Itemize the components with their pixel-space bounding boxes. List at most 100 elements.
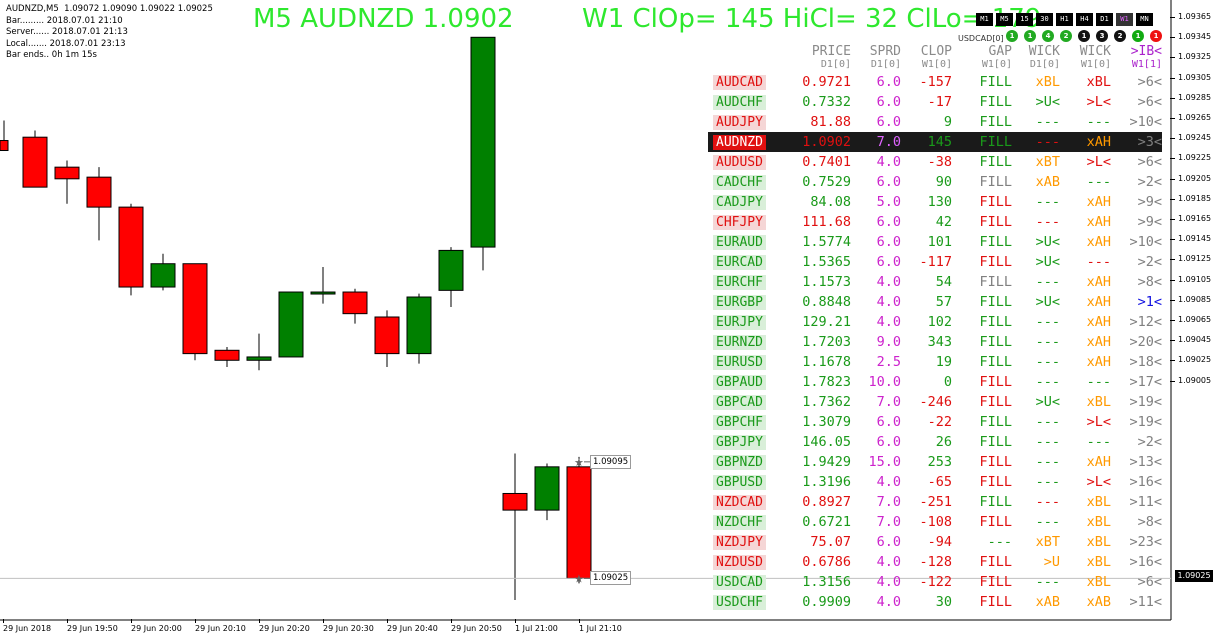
timeframe-button-m1[interactable]: M1 bbox=[976, 13, 993, 26]
symbol-label[interactable]: AUDCAD bbox=[713, 75, 766, 90]
gap-cell: FILL bbox=[979, 494, 1012, 510]
wick-w1-cell: xBL bbox=[1086, 74, 1111, 90]
price-axis-label: 1.09325 bbox=[1178, 52, 1212, 62]
symbol-label[interactable]: GBPJPY bbox=[713, 435, 766, 450]
table-row[interactable]: CHFJPY 111.68 6.0 42 FILL --- xAH >9< bbox=[708, 212, 1162, 232]
timeframe-button-15[interactable]: 15 bbox=[1016, 13, 1033, 26]
symbol-label[interactable]: CADCHF bbox=[713, 175, 766, 190]
timeframe-button-d1[interactable]: D1 bbox=[1096, 13, 1113, 26]
gap-cell: FILL bbox=[979, 554, 1012, 570]
table-row[interactable]: USDCAD 1.3156 4.0 -122 FILL --- xBL >6< bbox=[708, 572, 1162, 592]
wick-w1-cell: xAH bbox=[1086, 314, 1111, 330]
table-row[interactable]: GBPUSD 1.3196 4.0 -65 FILL --- >L< >16< bbox=[708, 472, 1162, 492]
candle-body bbox=[0, 140, 9, 152]
spread-cell: 4.0 bbox=[876, 294, 901, 310]
symbol-label[interactable]: CADJPY bbox=[713, 195, 766, 210]
timeframe-button-h4[interactable]: H4 bbox=[1076, 13, 1093, 26]
symbol-label[interactable]: USDCHF bbox=[713, 595, 766, 610]
symbol-label[interactable]: NZDCAD bbox=[713, 495, 766, 510]
table-row[interactable]: NZDCAD 0.8927 7.0 -251 FILL --- xBL >11< bbox=[708, 492, 1162, 512]
symbol-label[interactable]: NZDCHF bbox=[713, 515, 766, 530]
symbol-label[interactable]: AUDNZD bbox=[713, 135, 766, 150]
table-row[interactable]: EURAUD 1.5774 6.0 101 FILL >U< xAH >10< bbox=[708, 232, 1162, 252]
candle-body bbox=[246, 356, 272, 361]
wick-w1-cell: xAH bbox=[1086, 274, 1111, 290]
table-row[interactable]: NZDCHF 0.6721 7.0 -108 FILL --- xBL >8< bbox=[708, 512, 1162, 532]
table-row[interactable]: EURNZD 1.7203 9.0 343 FILL --- xAH >20< bbox=[708, 332, 1162, 352]
table-row[interactable]: GBPCAD 1.7362 7.0 -246 FILL >U< xBL >19< bbox=[708, 392, 1162, 412]
table-row[interactable]: USDCHF 0.9909 4.0 30 FILL xAB xAB >11< bbox=[708, 592, 1162, 612]
clop-cell: -94 bbox=[927, 534, 952, 550]
price-cell: 1.5365 bbox=[802, 254, 851, 270]
table-row[interactable]: AUDUSD 0.7401 4.0 -38 FILL xBT >L< >6< bbox=[708, 152, 1162, 172]
table-row[interactable]: AUDNZD 1.0902 7.0 145 FILL --- xAH >3< bbox=[708, 132, 1162, 152]
time-axis-label: 1 Jul 21:00 bbox=[515, 624, 558, 633]
timeframe-button-h1[interactable]: H1 bbox=[1056, 13, 1073, 26]
timeframe-button-m5[interactable]: M5 bbox=[996, 13, 1013, 26]
table-row[interactable]: EURJPY 129.21 4.0 102 FILL --- xAH >12< bbox=[708, 312, 1162, 332]
timeframe-button-w1[interactable]: W1 bbox=[1116, 13, 1133, 26]
spread-cell: 4.0 bbox=[876, 274, 901, 290]
table-row[interactable]: GBPJPY 146.05 6.0 26 FILL --- --- >2< bbox=[708, 432, 1162, 452]
table-row[interactable]: CADJPY 84.08 5.0 130 FILL --- xAH >9< bbox=[708, 192, 1162, 212]
symbol-label[interactable]: GBPCAD bbox=[713, 395, 766, 410]
symbol-label[interactable]: EURCAD bbox=[713, 255, 766, 270]
table-row[interactable]: EURCAD 1.5365 6.0 -117 FILL >U< --- >2< bbox=[708, 252, 1162, 272]
spread-cell: 6.0 bbox=[876, 214, 901, 230]
symbol-label[interactable]: GBPCHF bbox=[713, 415, 766, 430]
symbol-label[interactable]: EURCHF bbox=[713, 275, 766, 290]
table-row[interactable]: GBPCHF 1.3079 6.0 -22 FILL --- >L< >19< bbox=[708, 412, 1162, 432]
table-row[interactable]: CADCHF 0.7529 6.0 90 FILL xAB --- >2< bbox=[708, 172, 1162, 192]
symbol-label[interactable]: EURNZD bbox=[713, 335, 766, 350]
symbol-label[interactable]: GBPUSD bbox=[713, 475, 766, 490]
symbol-label[interactable]: EURAUD bbox=[713, 235, 766, 250]
symbol-label[interactable]: EURJPY bbox=[713, 315, 766, 330]
symbol-label[interactable]: NZDJPY bbox=[713, 535, 766, 550]
axis-tick bbox=[1170, 77, 1175, 79]
table-row[interactable]: AUDJPY 81.88 6.0 9 FILL --- --- >10< bbox=[708, 112, 1162, 132]
clop-cell: -17 bbox=[927, 94, 952, 110]
price-axis-label: 1.09145 bbox=[1178, 234, 1212, 244]
price-cell: 1.0902 bbox=[802, 134, 851, 150]
column-subheader: W1[0] bbox=[981, 59, 1012, 70]
axis-tick bbox=[1170, 340, 1175, 342]
symbol-label[interactable]: USDCAD bbox=[713, 575, 766, 590]
symbol-label[interactable]: GBPNZD bbox=[713, 455, 766, 470]
clop-cell: 145 bbox=[927, 134, 952, 150]
symbol-label[interactable]: NZDUSD bbox=[713, 555, 766, 570]
table-row[interactable]: EURCHF 1.1573 4.0 54 FILL --- xAH >8< bbox=[708, 272, 1162, 292]
table-row[interactable]: EURGBP 0.8848 4.0 57 FILL >U< xAH >1< bbox=[708, 292, 1162, 312]
spread-cell: 2.5 bbox=[876, 354, 901, 370]
symbol-label[interactable]: EURUSD bbox=[713, 355, 766, 370]
symbol-label[interactable]: EURGBP bbox=[713, 295, 766, 310]
spread-cell: 4.0 bbox=[876, 314, 901, 330]
symbol-label[interactable]: AUDUSD bbox=[713, 155, 766, 170]
symbol-label[interactable]: GBPAUD bbox=[713, 375, 766, 390]
gap-cell: FILL bbox=[979, 394, 1012, 410]
table-row[interactable]: EURUSD 1.1678 2.5 19 FILL --- xAH >18< bbox=[708, 352, 1162, 372]
inside-bar-cell: >8< bbox=[1137, 514, 1162, 530]
table-row[interactable]: GBPNZD 1.9429 15.0 253 FILL --- xAH >13< bbox=[708, 452, 1162, 472]
table-row[interactable]: GBPAUD 1.7823 10.0 0 FILL --- --- >17< bbox=[708, 372, 1162, 392]
star-icon: ★ bbox=[574, 572, 584, 585]
symbol-label[interactable]: CHFJPY bbox=[713, 215, 766, 230]
table-row[interactable]: NZDUSD 0.6786 4.0 -128 FILL >U xBL >16< bbox=[708, 552, 1162, 572]
gap-cell: FILL bbox=[979, 94, 1012, 110]
table-row[interactable]: NZDJPY 75.07 6.0 -94 --- xBT xBL >23< bbox=[708, 532, 1162, 552]
time-axis-label: 29 Jun 20:50 bbox=[451, 624, 502, 633]
timeframe-button-30[interactable]: 30 bbox=[1036, 13, 1053, 26]
symbol-label[interactable]: AUDJPY bbox=[713, 115, 766, 130]
price-cell: 1.1678 bbox=[802, 354, 851, 370]
table-row[interactable]: AUDCHF 0.7332 6.0 -17 FILL >U< >L< >6< bbox=[708, 92, 1162, 112]
clop-cell: -128 bbox=[919, 554, 952, 570]
gap-cell: FILL bbox=[979, 154, 1012, 170]
gap-cell: FILL bbox=[979, 514, 1012, 530]
wick-d1-cell: --- bbox=[1035, 334, 1060, 350]
symbol-label[interactable]: AUDCHF bbox=[713, 95, 766, 110]
spread-cell: 4.0 bbox=[876, 554, 901, 570]
table-row[interactable]: AUDCAD 0.9721 6.0 -157 FILL xBL xBL >6< bbox=[708, 72, 1162, 92]
timeframe-button-mn[interactable]: MN bbox=[1136, 13, 1153, 26]
price-cell: 1.1573 bbox=[802, 274, 851, 290]
price-axis-label: 1.09205 bbox=[1178, 173, 1212, 183]
